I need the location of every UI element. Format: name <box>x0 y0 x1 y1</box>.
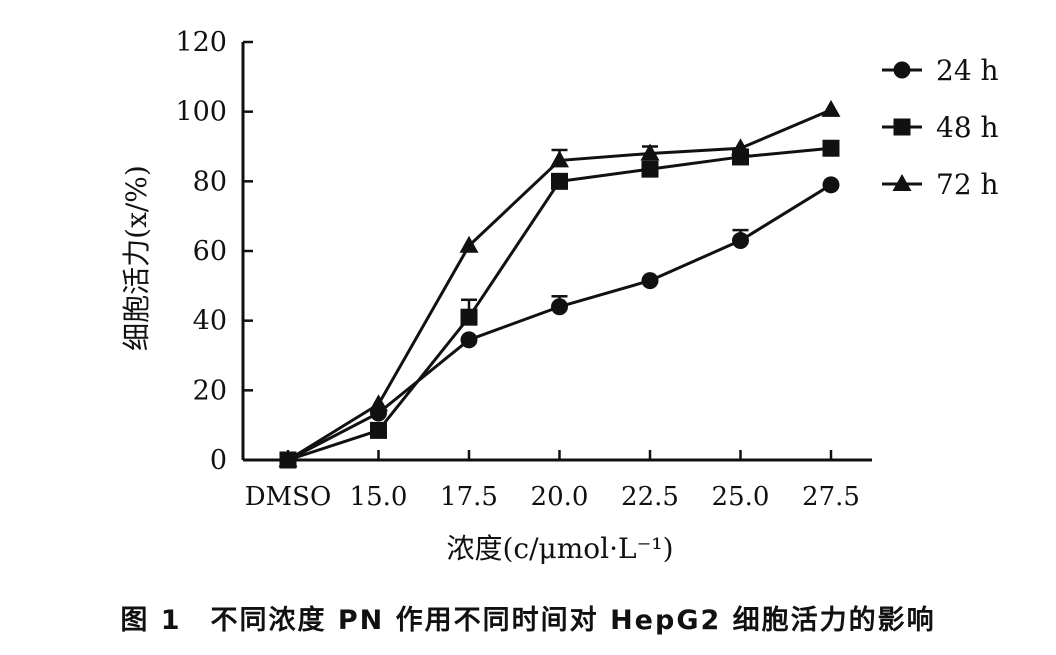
legend-marker <box>893 61 911 79</box>
legend-label: 48 h <box>936 111 999 144</box>
data-point <box>640 143 660 161</box>
legend-label: 72 h <box>936 168 999 201</box>
y-tick-label: 20 <box>193 375 227 406</box>
data-point <box>641 160 659 178</box>
y-tick-label: 60 <box>193 236 227 267</box>
x-tick-label: 27.5 <box>802 482 860 512</box>
data-point <box>821 99 841 117</box>
data-point <box>641 272 659 290</box>
y-tick-label: 80 <box>193 166 227 197</box>
legend-marker <box>893 118 911 136</box>
series-markers <box>278 99 841 469</box>
x-tick-label: DMSO <box>245 482 332 512</box>
legend-label: 24 h <box>936 54 999 87</box>
y-tick-label: 100 <box>175 97 227 128</box>
axes <box>241 42 872 462</box>
x-axis-ticks: DMSO 15.0 17.5 20.0 22.5 25.0 27.5 <box>245 450 860 512</box>
x-tick-label: 15.0 <box>350 482 408 512</box>
y-axis-ticks: 0 20 40 60 80 100 120 <box>175 27 253 476</box>
legend-marker <box>892 174 912 191</box>
x-tick-label: 25.0 <box>712 482 770 512</box>
data-point <box>551 172 568 190</box>
data-point <box>460 308 478 326</box>
data-point <box>460 331 478 349</box>
y-axis-label: 细胞活力(x/%) <box>120 165 153 351</box>
x-tick-label: 17.5 <box>440 482 498 512</box>
y-tick-label: 40 <box>193 306 227 337</box>
figure-caption: 图 1 不同浓度 PN 作用不同时间对 HepG2 细胞活力的影响 <box>120 605 936 636</box>
data-point <box>551 298 568 316</box>
data-point <box>822 139 840 157</box>
data-point <box>732 232 749 250</box>
data-point <box>370 421 387 439</box>
legend: 24 h 48 h 72 h <box>882 54 999 201</box>
line-chart: 0 20 40 60 80 100 120 DMSO 15.0 17.5 20.0 22.5 25.0… <box>120 27 999 565</box>
data-point <box>822 176 840 194</box>
data-point <box>278 450 298 467</box>
y-tick-label: 120 <box>175 27 227 58</box>
data-point <box>550 150 569 168</box>
series-line <box>287 183 832 462</box>
data-point <box>731 138 750 156</box>
x-axis-label: 浓度(c/μmol·L⁻¹) <box>446 532 673 565</box>
y-tick-label: 0 <box>210 445 227 476</box>
data-point <box>369 394 388 412</box>
data-point <box>459 235 479 253</box>
x-tick-label: 20.0 <box>531 482 589 512</box>
x-tick-label: 22.5 <box>621 482 679 512</box>
